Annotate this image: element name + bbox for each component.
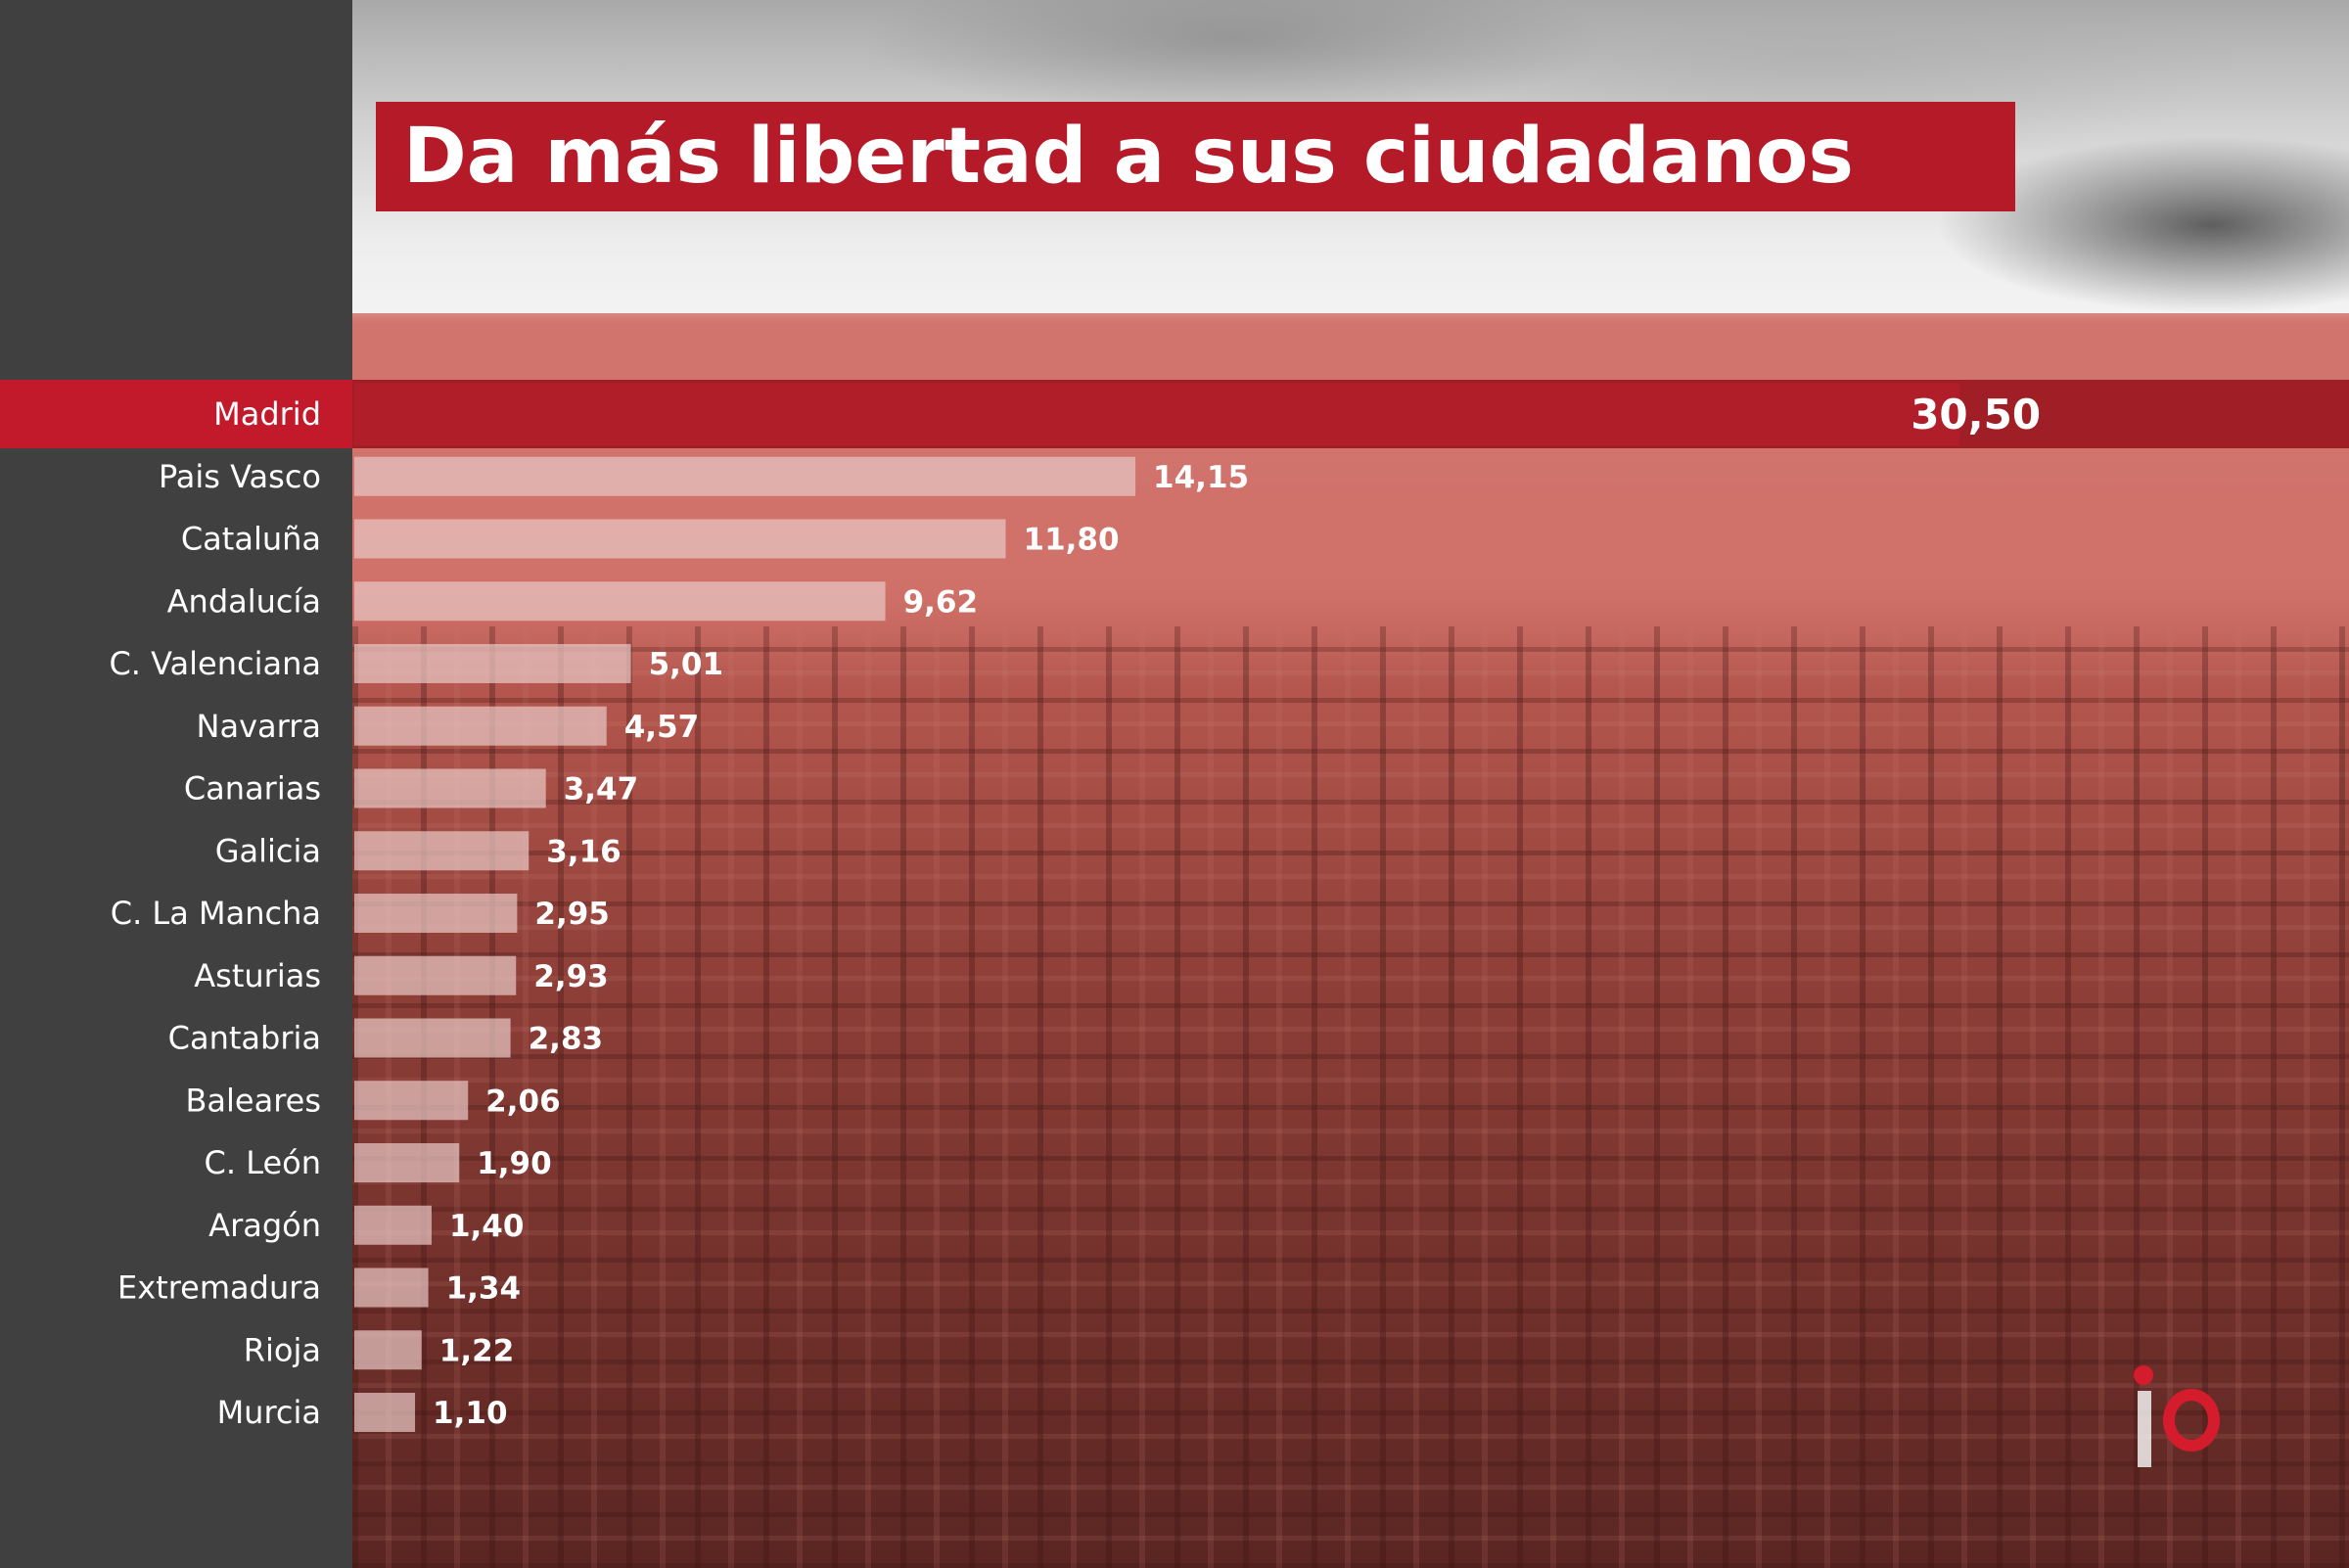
value-label: 30,50 <box>1911 391 2041 438</box>
bar <box>354 955 517 995</box>
value-label: 2,93 <box>533 959 609 994</box>
category-label: Canarias <box>184 770 321 807</box>
city-background-photo <box>352 0 2349 1568</box>
category-label: Asturias <box>194 957 321 994</box>
category-label: Baleares <box>185 1082 321 1119</box>
value-label: 3,47 <box>564 772 639 807</box>
chart-title: Da más libertad a sus ciudadanos <box>403 113 1854 201</box>
bar <box>354 831 530 871</box>
value-label: 3,16 <box>546 834 622 869</box>
category-label: Murcia <box>217 1394 321 1431</box>
value-label: 1,90 <box>477 1146 552 1181</box>
value-label: 1,40 <box>449 1209 524 1244</box>
value-label: 1,22 <box>439 1333 514 1368</box>
io-logo <box>2134 1356 2232 1483</box>
value-label: 2,95 <box>534 897 610 932</box>
logo-i-icon <box>2138 1391 2151 1467</box>
value-label: 5,01 <box>649 647 724 682</box>
bar <box>354 1143 460 1182</box>
bar <box>354 1018 511 1058</box>
value-label: 1,34 <box>446 1271 522 1307</box>
city-texture <box>352 626 2349 1568</box>
category-label: Cataluña <box>181 521 321 558</box>
bar <box>354 768 546 808</box>
bar <box>354 1081 469 1121</box>
bar <box>354 1268 429 1308</box>
logo-dot-icon <box>2134 1365 2153 1385</box>
value-label: 1,10 <box>433 1396 508 1431</box>
category-label: Aragón <box>208 1207 321 1244</box>
category-label: Navarra <box>197 708 321 745</box>
bar-highlight <box>354 383 1960 445</box>
value-label: 2,83 <box>529 1022 604 1057</box>
category-label: C. La Mancha <box>111 895 321 932</box>
value-label: 4,57 <box>624 710 700 745</box>
value-label: 14,15 <box>1153 460 1249 495</box>
category-label: Madrid <box>213 395 321 433</box>
value-label: 9,62 <box>903 584 979 620</box>
category-label: Pais Vasco <box>159 458 321 495</box>
bar <box>354 1330 422 1370</box>
title-banner: Da más libertad a sus ciudadanos <box>376 102 2015 211</box>
bar <box>354 644 631 683</box>
highlight-label-background <box>0 380 352 448</box>
category-label: C. León <box>205 1144 322 1181</box>
category-label: Andalucía <box>167 582 321 620</box>
category-sidebar <box>0 0 352 1568</box>
bar <box>354 894 518 933</box>
bar <box>354 519 1006 559</box>
logo-o-icon <box>2163 1389 2220 1452</box>
value-label: 2,06 <box>485 1084 560 1119</box>
category-label: Extremadura <box>117 1269 321 1307</box>
bar <box>354 581 886 622</box>
bar <box>354 706 607 746</box>
category-label: C. Valenciana <box>109 645 321 682</box>
category-label: Rioja <box>244 1331 321 1368</box>
bar <box>354 456 1136 496</box>
value-label: 11,80 <box>1024 523 1120 558</box>
category-label: Cantabria <box>168 1020 321 1057</box>
bar <box>354 1205 432 1245</box>
bar <box>354 1393 416 1432</box>
category-label: Galicia <box>215 832 321 869</box>
